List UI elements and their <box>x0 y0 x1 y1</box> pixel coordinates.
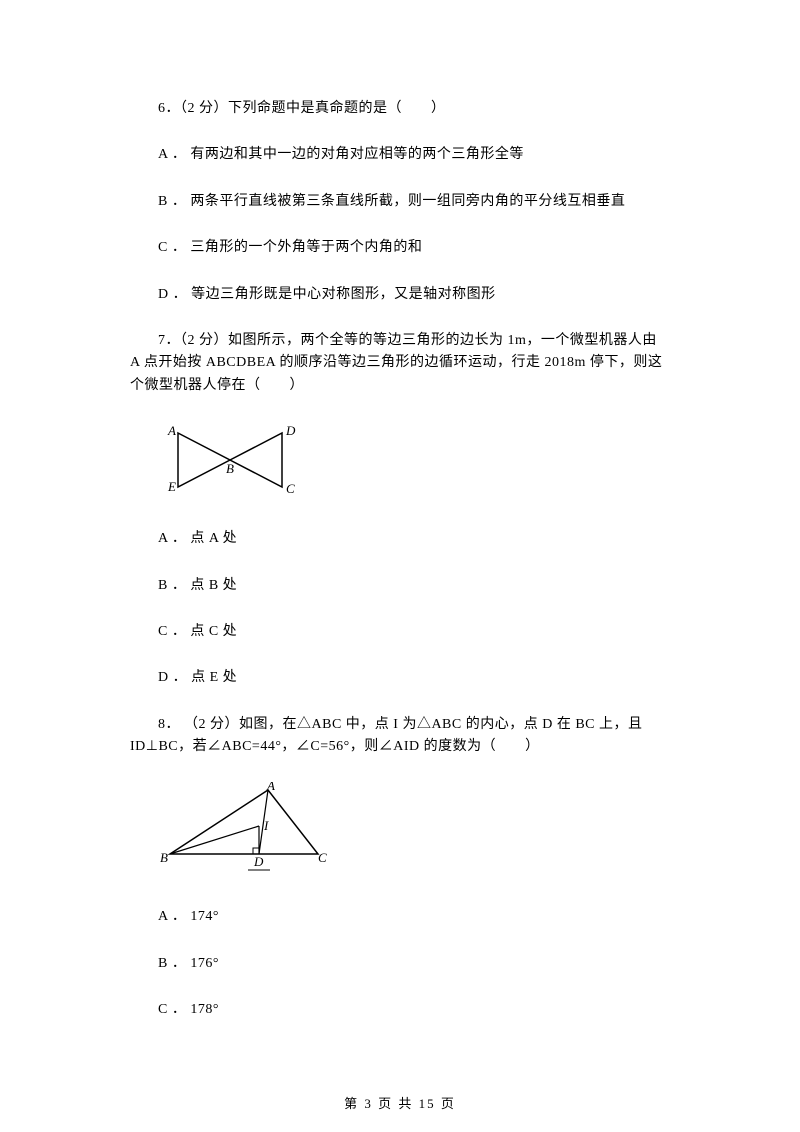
label-a2: A <box>266 782 275 793</box>
page-footer: 第 3 页 共 15 页 <box>0 1093 800 1112</box>
label-i: I <box>263 818 269 833</box>
q8-opt-c: C ． 178° <box>130 999 670 1021</box>
q7-opt-a: A ． 点 A 处 <box>130 528 670 550</box>
q7-opt-c: C ． 点 C 处 <box>130 621 670 643</box>
label-d2: D <box>253 854 264 869</box>
q6-opt-c: C ． 三角形的一个外角等于两个内角的和 <box>130 237 670 259</box>
label-a: A <box>167 423 176 438</box>
q7-stem: 7．（2 分）如图所示，两个全等的等边三角形的边长为 1m，一个微型机器人由 A… <box>130 330 670 397</box>
q8-opt-b: B ． 176° <box>130 953 670 975</box>
label-e: E <box>167 479 176 494</box>
label-d: D <box>285 423 296 438</box>
page-content: 6．（2 分）下列命题中是真命题的是（ ） A ． 有两边和其中一边的对角对应相… <box>0 0 800 1022</box>
label-c: C <box>286 481 295 496</box>
q6-stem: 6．（2 分）下列命题中是真命题的是（ ） <box>130 98 670 120</box>
q8-diagram: A B C D I <box>158 782 670 882</box>
q7-diagram: A E B D C <box>158 421 670 504</box>
q8-opt-a: A ． 174° <box>130 906 670 928</box>
q7-opt-b: B ． 点 B 处 <box>130 575 670 597</box>
label-b: B <box>226 461 234 476</box>
q6-opt-b: B ． 两条平行直线被第三条直线所截，则一组同旁内角的平分线互相垂直 <box>130 191 670 213</box>
q7-opt-d: D ． 点 E 处 <box>130 667 670 689</box>
q6-opt-d: D ． 等边三角形既是中心对称图形，又是轴对称图形 <box>130 284 670 306</box>
label-b2: B <box>160 850 168 865</box>
q6-opt-a: A ． 有两边和其中一边的对角对应相等的两个三角形全等 <box>130 144 670 166</box>
q8-stem: 8． （2 分）如图，在△ABC 中，点 I 为△ABC 的内心，点 D 在 B… <box>130 714 670 759</box>
label-c2: C <box>318 850 327 865</box>
